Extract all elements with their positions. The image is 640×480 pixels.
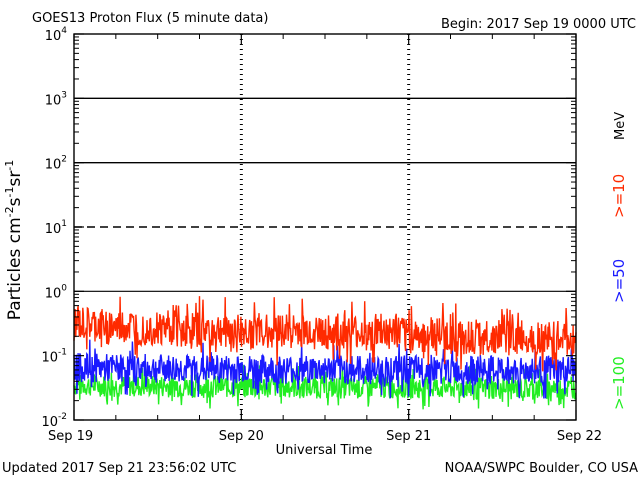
y-tick-label: 10-2 bbox=[41, 412, 67, 430]
y-tick-label: 101 bbox=[45, 219, 67, 237]
x-tick-label: Sep 22 bbox=[557, 429, 602, 444]
series-line bbox=[73, 339, 577, 399]
legend: >=100 >=50 >=10 MeV bbox=[610, 112, 628, 410]
legend-entry: >=50 bbox=[610, 259, 628, 303]
legend-entry: >=100 bbox=[610, 356, 628, 410]
series-line bbox=[73, 296, 577, 372]
plot-area bbox=[74, 34, 576, 420]
y-tick-label: 104 bbox=[45, 26, 68, 44]
begin-date-label: Begin: 2017 Sep 19 0000 UTC bbox=[441, 17, 636, 32]
x-axis-label: Universal Time bbox=[276, 443, 373, 458]
y-tick-label: 103 bbox=[45, 90, 67, 108]
y-axis-label: Particles cm-2s-1sr-1 bbox=[3, 160, 25, 321]
credit-label: NOAA/SWPC Boulder, CO USA bbox=[445, 461, 638, 476]
legend-entry: >=10 bbox=[610, 174, 628, 218]
y-tick-label: 100 bbox=[45, 283, 68, 301]
y-tick-label: 102 bbox=[45, 155, 67, 173]
unit-label: MeV bbox=[613, 112, 628, 140]
axis-layer: 10-2 10-1 100 101 102 103 104 Sep 19 Sep 20 Sep 2… bbox=[41, 26, 602, 444]
series-layer bbox=[73, 296, 577, 410]
y-tick-label: 10-1 bbox=[41, 348, 67, 366]
x-tick-label: Sep 21 bbox=[386, 429, 431, 444]
chart-title: GOES13 Proton Flux (5 minute data) bbox=[32, 11, 268, 26]
x-tick-label: Sep 19 bbox=[48, 429, 93, 444]
x-tick-label: Sep 20 bbox=[219, 429, 264, 444]
updated-timestamp: Updated 2017 Sep 21 23:56:02 UTC bbox=[2, 461, 236, 476]
